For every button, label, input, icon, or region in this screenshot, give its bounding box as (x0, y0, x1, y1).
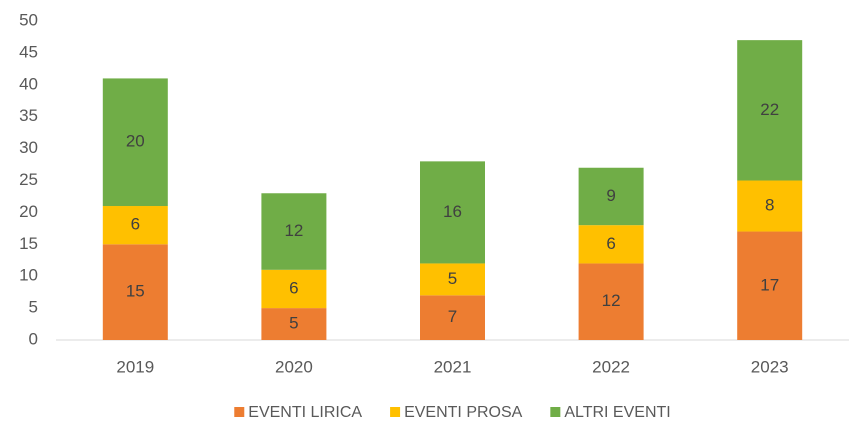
x-tick-label: 2019 (116, 357, 154, 376)
bar-segment (737, 180, 803, 232)
y-tick-label: 50 (19, 10, 38, 29)
x-tick-label: 2020 (275, 357, 313, 376)
bar-segment (578, 263, 644, 340)
data-label: 20 (126, 132, 145, 151)
bar-segment (737, 231, 803, 340)
bar-segment (261, 193, 327, 270)
data-label: 15 (126, 282, 145, 301)
y-tick-label: 45 (19, 42, 38, 61)
bar-segment (578, 167, 644, 226)
y-tick-label: 40 (19, 74, 38, 93)
data-label: 17 (760, 275, 779, 294)
legend-swatch (550, 407, 561, 417)
data-label: 6 (606, 234, 615, 253)
data-label: 12 (602, 291, 621, 310)
bar-segment (102, 78, 168, 207)
data-label: 5 (448, 269, 457, 288)
y-tick-label: 15 (19, 234, 38, 253)
legend-label: EVENTI LIRICA (248, 404, 362, 421)
bar-segment (261, 308, 327, 340)
data-label: 9 (606, 186, 615, 205)
legend-swatch (234, 407, 245, 417)
data-label: 6 (131, 215, 140, 234)
bar-segment (420, 295, 485, 340)
data-label: 7 (448, 307, 457, 326)
bar-segment (102, 244, 168, 340)
legend-label: ALTRI EVENTI (564, 404, 670, 421)
legend-swatch (390, 407, 401, 417)
y-tick-label: 10 (19, 266, 38, 285)
data-label: 22 (760, 100, 779, 119)
y-tick-label: 35 (19, 106, 38, 125)
data-label: 5 (289, 314, 298, 333)
data-label: 8 (765, 196, 774, 215)
y-tick-label: 20 (19, 202, 38, 221)
bar-segment (578, 225, 644, 264)
y-tick-label: 25 (19, 170, 38, 189)
x-tick-label: 2022 (592, 357, 630, 376)
data-label: 12 (284, 221, 303, 240)
y-tick-label: 30 (19, 138, 38, 157)
y-tick-label: 0 (29, 329, 38, 348)
data-label: 6 (289, 278, 298, 297)
bar-segment (102, 206, 168, 245)
x-tick-label: 2021 (434, 357, 472, 376)
legend-label: EVENTI PROSA (404, 404, 523, 421)
bar-segment (261, 269, 327, 309)
x-tick-label: 2023 (751, 357, 789, 376)
data-label: 16 (443, 202, 462, 221)
bar-segment (737, 40, 803, 181)
bar-segment (420, 161, 485, 264)
bar-segment (420, 263, 485, 296)
y-tick-label: 5 (29, 298, 38, 317)
